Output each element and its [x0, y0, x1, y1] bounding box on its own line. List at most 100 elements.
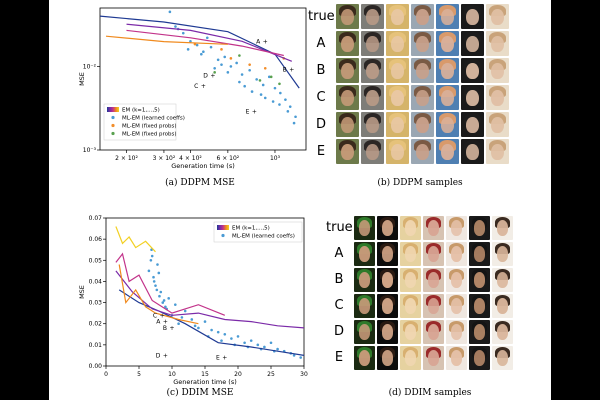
sample-image	[469, 294, 490, 318]
sample-image	[469, 268, 490, 292]
sample-image	[461, 4, 484, 29]
sample-image	[354, 320, 375, 344]
sample-image	[486, 58, 509, 83]
scatter-point-learned	[210, 328, 213, 332]
sample-image	[386, 31, 409, 56]
scatter-point-learned	[156, 263, 159, 266]
caption-ddpm-mse: (a) DDPM MSE	[165, 178, 235, 188]
sample-image	[336, 139, 359, 164]
marker-label: B	[283, 66, 287, 73]
scatter-point-learned	[155, 288, 159, 292]
row-label: D	[315, 116, 326, 132]
scatter-point-learned	[292, 354, 296, 357]
sample-image	[336, 31, 359, 56]
sample-face	[450, 246, 463, 263]
y-tick-label: 0.00	[89, 363, 103, 370]
scatter-point-learned	[147, 269, 151, 273]
ddim-mse-chart: 0 5 10 15 20 25 30 0.00 0.01 0.02 0.03 0.04 0.05 0.06…	[78, 215, 308, 386]
sample-image	[411, 85, 434, 110]
sample-image	[461, 58, 484, 83]
scatter-point-learned	[240, 73, 244, 76]
sample-image	[386, 112, 409, 137]
sample-image	[336, 58, 359, 83]
legend-swatch-gradient	[107, 107, 119, 112]
scatter-point-learned	[294, 115, 297, 119]
scatter-point-learned	[197, 326, 200, 330]
sample-face	[491, 62, 504, 79]
sample-face	[441, 8, 454, 25]
sample-face	[341, 35, 354, 52]
sample-face	[366, 89, 379, 106]
x-tick-label: 20	[234, 371, 242, 378]
sample-image	[492, 346, 513, 370]
sample-image	[446, 216, 467, 240]
x-tick-label: 30	[300, 371, 308, 378]
sample-image	[377, 346, 398, 370]
scatter-point-learned	[292, 121, 296, 125]
marker-label: B	[163, 325, 167, 332]
row-label: C	[334, 298, 344, 313]
sample-face	[381, 272, 394, 289]
scatter-point-learned	[223, 55, 227, 59]
sample-image	[354, 216, 375, 240]
sample-image	[361, 139, 384, 164]
sample-image	[386, 85, 409, 110]
scatter-point-learned	[183, 309, 187, 313]
y-tick-label: 10⁻²	[83, 63, 97, 70]
sample-face	[427, 246, 440, 263]
sample-image	[423, 216, 444, 240]
scatter-point-learned	[286, 110, 290, 113]
scatter-point-learned	[235, 61, 238, 65]
legend-swatch-dot	[111, 115, 115, 120]
caption-ddim-samples: (d) DDIM samples	[388, 388, 472, 398]
scatter-point-learned	[248, 68, 251, 72]
caption-ddim-mse: (c) DDIM MSE	[166, 388, 234, 398]
scatter-point-fixed-orange	[229, 57, 233, 60]
y-axis-label: MSE	[78, 72, 86, 86]
scatter-point-learned	[152, 280, 156, 283]
marker-plus: +	[210, 72, 215, 79]
y-tick-label: 0.04	[89, 278, 103, 285]
sample-face	[341, 8, 354, 25]
scatter-point-learned	[259, 93, 263, 96]
scatter-point-learned	[261, 83, 265, 87]
sample-image	[400, 216, 421, 240]
scatter-point-learned	[174, 303, 177, 306]
sample-face	[366, 8, 379, 25]
scatter-point-learned	[190, 318, 194, 321]
scatter-point-fixed-green	[269, 75, 273, 79]
sample-image	[377, 242, 398, 266]
sample-face	[416, 35, 429, 52]
legend-swatch-gradient	[217, 225, 229, 230]
sample-image	[423, 242, 444, 266]
ddim-sample-grid	[354, 216, 513, 370]
sample-face	[381, 324, 394, 341]
sample-image	[400, 268, 421, 292]
sample-image	[469, 242, 490, 266]
scatter-point-learned	[189, 39, 192, 43]
sample-image	[361, 112, 384, 137]
scatter-point-learned	[256, 343, 260, 347]
sample-image	[461, 85, 484, 110]
sample-face	[466, 35, 479, 52]
sample-image	[361, 4, 384, 29]
sample-image	[400, 320, 421, 344]
scatter-point-learned	[195, 43, 199, 47]
scatter-point-learned	[249, 339, 253, 342]
sample-face	[450, 324, 463, 341]
ddpm-sample-grid	[336, 4, 509, 164]
scatter-point-learned	[200, 52, 203, 56]
sample-face	[491, 89, 504, 106]
sample-face	[391, 8, 404, 25]
sample-face	[391, 89, 404, 106]
sample-face	[381, 246, 394, 263]
sample-face	[404, 350, 417, 367]
sample-face	[358, 298, 371, 315]
sample-face	[341, 62, 354, 79]
sample-face	[416, 62, 429, 79]
scatter-point-learned	[159, 290, 163, 294]
scatter-point-fixed-orange	[263, 66, 267, 70]
legend-swatch-dot	[111, 131, 115, 136]
legend-swatch-dot	[111, 123, 115, 128]
y-tick-label: 0.07	[89, 215, 103, 222]
